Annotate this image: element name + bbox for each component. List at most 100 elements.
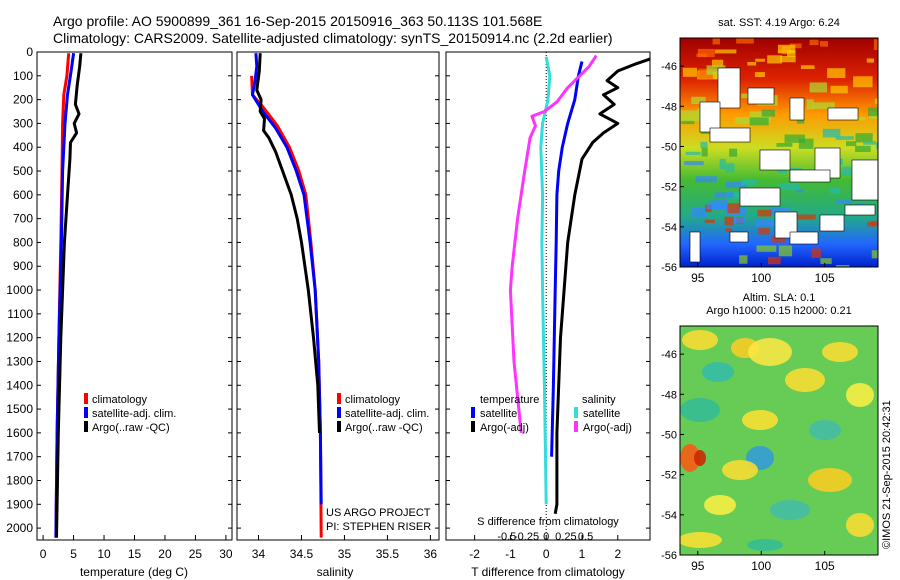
- sla-anomaly-blob: [785, 368, 825, 392]
- depth-tick-label: 1000: [6, 283, 33, 297]
- difference-legend: temperature salinity satellite Argo(-adj…: [471, 394, 632, 434]
- sst-patch: [779, 182, 800, 191]
- map-lat-label: -56: [661, 550, 677, 562]
- legend-swatch-climatology: [84, 393, 88, 404]
- sst-patch: [725, 228, 733, 232]
- sst-cloud-gap: [739, 187, 781, 207]
- x-tick-label: -1: [505, 547, 516, 561]
- sla-field: [680, 326, 878, 555]
- sst-patch: [685, 151, 701, 155]
- sla-frame: [679, 325, 879, 556]
- sst-patch: [820, 41, 828, 47]
- sst-field: [680, 38, 878, 267]
- sal-legend-label-argo: Argo(..raw -QC): [345, 422, 423, 434]
- sla-anomaly-blob: [809, 420, 841, 440]
- map-lat-label: -54: [661, 222, 677, 234]
- sla-anomaly-blob: [682, 330, 718, 350]
- sst-patch: [820, 258, 832, 264]
- sla-anomaly-blob: [680, 398, 720, 422]
- sst-cloud-gap: [789, 97, 805, 121]
- sla-title-line1: Altim. SLA: 0.1: [743, 292, 816, 304]
- depth-tick-label: 0: [26, 45, 33, 59]
- legend-title-temperature: temperature: [480, 394, 539, 406]
- map-lat-label: -50: [661, 429, 677, 441]
- series-line-satellite: [550, 61, 584, 457]
- sst-patch: [697, 48, 715, 58]
- sst-patch: [855, 116, 866, 121]
- depth-tick-label: 1100: [7, 307, 33, 321]
- sst-patch: [754, 72, 765, 77]
- diff-legend-label-temp-argo: Argo(-adj): [480, 422, 529, 434]
- sst-patch: [873, 39, 878, 50]
- depth-tick-label: 100: [13, 69, 33, 83]
- sst-cloud-gap: [699, 101, 721, 133]
- sla-anomaly-blob: [680, 444, 700, 472]
- sst-patch: [706, 203, 728, 209]
- map-lat-label: -50: [661, 141, 677, 153]
- x-tick-label: 34.5: [290, 547, 314, 561]
- x-tick-label: 30: [219, 547, 233, 561]
- depth-tick-label: 200: [13, 93, 33, 107]
- sst-patch: [827, 68, 846, 79]
- depth-tick-label: 500: [13, 164, 33, 178]
- sst-patch: [704, 219, 716, 223]
- map-lat-label: -46: [661, 61, 677, 73]
- sst-patch: [822, 128, 841, 138]
- diff-legend-swatch-temp-satellite: [471, 407, 475, 418]
- depth-tick-label: 800: [13, 235, 33, 249]
- map-lat-label: -52: [661, 182, 677, 194]
- sla-anomaly-blob: [747, 539, 783, 551]
- sst-patch: [749, 111, 771, 120]
- sst-patch: [863, 141, 877, 145]
- sst-patch: [809, 39, 819, 46]
- sst-patch: [681, 120, 695, 125]
- depth-tick-label: 300: [13, 116, 33, 130]
- s-tick-label: -0.25: [514, 531, 539, 543]
- sst-patch: [796, 189, 804, 193]
- series-line-satellite: [539, 56, 552, 505]
- sst-patch: [789, 43, 802, 49]
- depth-tick-label: 1600: [6, 426, 33, 440]
- panel-salinity-ticks: 34 34.5 35 35.5 36: [237, 51, 439, 561]
- sst-patch: [867, 221, 875, 227]
- sst-patch: [876, 142, 878, 150]
- sst-cloud-gap: [789, 169, 831, 183]
- sst-patch: [780, 55, 796, 63]
- sst-patch: [735, 117, 753, 124]
- map-sst: sat. SST: 4.19 Argo: 6.24 -46 -48 -50 -52 -5…: [661, 17, 879, 285]
- imos-stamp: ©IMOS 21-Sep-2015 20:42:31: [881, 400, 893, 549]
- sst-patch: [727, 203, 740, 214]
- sst-ticks: -46 -48 -50 -52 -54 -56 95 100 105: [661, 61, 835, 285]
- sla-blobs: [680, 330, 874, 551]
- x-tick-label: 36: [424, 547, 438, 561]
- depth-tick-label: 400: [13, 140, 33, 154]
- series-line-satellite-adj-clim-: [251, 53, 323, 505]
- sla-anomaly-blob: [742, 410, 778, 430]
- panel-temperature-ticks: 0 5 10 15 20 25 300100200300400500600700800900…: [6, 45, 233, 561]
- sst-patch: [795, 214, 816, 220]
- sst-patch: [874, 98, 878, 104]
- sst-patch: [757, 209, 772, 217]
- s-difference-label: S difference from climatology: [477, 516, 619, 528]
- sst-patch: [769, 207, 791, 216]
- sst-patch: [714, 192, 734, 199]
- sla-anomaly-blob: [722, 460, 758, 480]
- diff-legend-swatch-sal-argo: [574, 421, 578, 432]
- sla-title-line2: Argo h1000: 0.15 h2000: 0.21: [706, 305, 852, 317]
- project-annotation: US ARGO PROJECT: [326, 507, 431, 519]
- sst-patch: [813, 102, 835, 109]
- sla-anomaly-blob: [822, 342, 858, 362]
- sst-patch: [806, 99, 814, 110]
- header-line1: Argo profile: AO 5900899_361 16-Sep-2015…: [53, 13, 542, 29]
- map-lon-label: 105: [815, 271, 835, 285]
- map-sla: Altim. SLA: 0.1 Argo h1000: 0.15 h2000: …: [661, 292, 879, 573]
- sst-cloud-gap: [709, 127, 751, 143]
- sst-patch: [767, 55, 783, 64]
- legend-swatch-argo: [84, 421, 88, 432]
- sst-patch: [871, 250, 878, 259]
- difference-xlabel: T difference from climatology: [471, 565, 625, 579]
- sst-patch: [726, 191, 742, 199]
- sst-title: sat. SST: 4.19 Argo: 6.24: [718, 17, 840, 29]
- panel-salinity-frame: [236, 51, 440, 541]
- sst-patch: [691, 96, 706, 105]
